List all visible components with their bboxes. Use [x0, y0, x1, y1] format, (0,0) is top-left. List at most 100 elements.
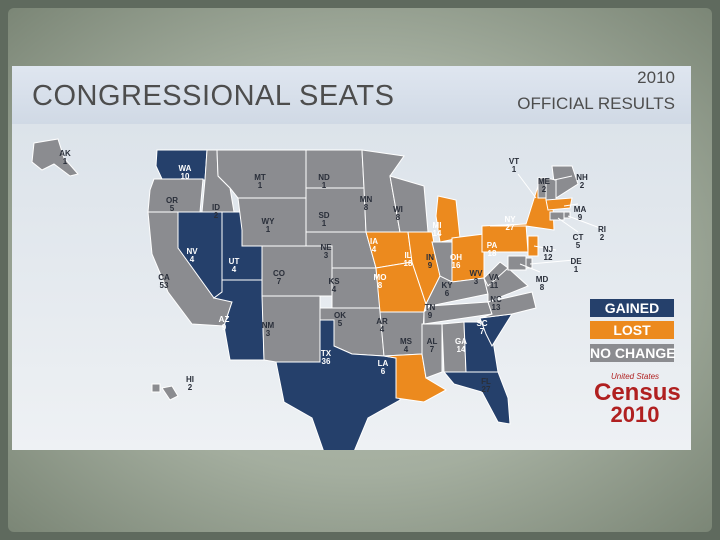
page-title: CONGRESSIONAL SEATS	[32, 80, 395, 112]
state-seat-count: 53	[159, 281, 169, 290]
state-abbr: SD	[318, 211, 330, 220]
state-seat-count: 6	[444, 289, 450, 298]
leader-line	[563, 203, 579, 207]
state-label-nj: NJ 12	[543, 246, 553, 262]
state-abbr: AL	[426, 337, 438, 346]
state-abbr: FL	[481, 377, 491, 386]
year-label: 2010	[637, 68, 675, 87]
state-abbr: NC	[490, 295, 502, 304]
state-abbr: GA	[455, 337, 467, 346]
state-seat-count: 1	[573, 265, 579, 274]
state-seat-count: 12	[543, 253, 553, 262]
state-seat-count: 2	[541, 185, 547, 194]
state-seat-count: 4	[371, 245, 377, 254]
state-abbr: IN	[426, 253, 434, 262]
state-abbr: MI	[432, 221, 442, 230]
state-label-il: IL 18	[404, 252, 413, 268]
state-nc	[479, 291, 537, 319]
state-label-wv: WV 3	[470, 270, 483, 286]
state-label-ak: AK 1	[59, 150, 71, 166]
state-label-ar: AR 4	[376, 318, 388, 334]
state-abbr: VT	[508, 157, 520, 166]
state-seat-count: 16	[451, 261, 461, 270]
state-abbr: OK	[334, 311, 346, 320]
state-label-ma: MA 9	[574, 206, 586, 222]
state-abbr: MD	[535, 275, 549, 284]
state-seat-count: 2	[213, 211, 219, 220]
state-seat-count: 7	[276, 277, 282, 286]
state-seat-count: 11	[489, 281, 499, 290]
state-label-mo: MO 8	[374, 274, 387, 290]
state-seat-count: 7	[479, 327, 485, 336]
state-label-ia: IA 4	[370, 238, 378, 254]
state-label-ne: NE 3	[320, 244, 331, 260]
state-label-al: AL 7	[427, 338, 438, 354]
state-hi	[151, 383, 179, 401]
state-seat-count: 9	[577, 213, 583, 222]
state-label-ms: MS 4	[400, 338, 412, 354]
state-abbr: NE	[320, 243, 332, 252]
state-abbr: VA	[488, 273, 500, 282]
state-seat-count: 9	[427, 261, 433, 270]
state-abbr: SC	[476, 319, 488, 328]
state-abbr: DE	[570, 257, 582, 266]
state-abbr: WY	[261, 217, 275, 226]
state-abbr: CO	[273, 269, 285, 278]
census-logo-line3: 2010	[610, 402, 660, 427]
state-label-co: CO 7	[273, 270, 285, 286]
state-seat-count: 9	[427, 311, 433, 320]
state-abbr: NY	[504, 215, 516, 224]
state-seat-count: 4	[403, 345, 409, 354]
state-abbr: MS	[400, 337, 412, 346]
state-seat-count: 5	[337, 319, 343, 328]
state-abbr: WV	[469, 269, 483, 278]
state-ct	[549, 211, 565, 221]
state-label-nd: ND 1	[318, 174, 330, 190]
leader-line	[553, 175, 573, 181]
state-seat-count: 1	[321, 219, 327, 228]
state-seat-count: 1	[511, 165, 517, 174]
state-seat-count: 27	[481, 385, 491, 394]
state-ak	[31, 138, 79, 177]
state-abbr: WI	[393, 205, 403, 214]
state-seat-count: 7	[429, 345, 435, 354]
legend-no-change: NO CHANGE	[590, 344, 676, 362]
state-nd	[305, 149, 365, 189]
us-map	[31, 138, 601, 450]
state-abbr: AR	[376, 317, 388, 326]
state-seat-count: 1	[321, 181, 327, 190]
leader-line	[519, 263, 541, 273]
state-label-ok: OK 5	[334, 312, 346, 328]
state-abbr: LA	[377, 359, 389, 368]
leader-line	[533, 245, 557, 251]
state-seat-count: 10	[180, 172, 190, 181]
state-seat-count: 18	[403, 259, 413, 268]
state-label-ca: CA 53	[158, 274, 170, 290]
state-abbr: CT	[572, 233, 584, 242]
state-seat-count: 36	[321, 357, 331, 366]
state-abbr: AK	[59, 149, 71, 158]
state-ri	[563, 211, 571, 219]
state-label-nh: NH 2	[576, 174, 588, 190]
state-seat-count: 18	[487, 249, 497, 258]
state-seat-count: 27	[505, 223, 515, 232]
state-label-hi: HI 2	[186, 376, 194, 392]
state-sd	[305, 187, 367, 233]
state-label-mi: MI 14	[433, 222, 442, 238]
state-seat-count: 4	[231, 265, 237, 274]
legend-gained: GAINED	[590, 299, 674, 317]
state-abbr: CA	[158, 273, 170, 282]
header-bar: CONGRESSIONAL SEATS 2010 OFFICIAL RESULT…	[12, 66, 691, 124]
state-abbr: OH	[450, 253, 462, 262]
state-md	[507, 255, 527, 271]
state-seat-count: 4	[189, 255, 195, 264]
state-seat-count: 4	[331, 285, 337, 294]
state-abbr: AZ	[218, 315, 230, 324]
state-label-de: DE 1	[570, 258, 581, 274]
state-label-fl: FL 27	[481, 378, 491, 394]
state-seat-count: 8	[539, 283, 545, 292]
state-seat-count: 9	[221, 323, 227, 332]
state-abbr: ME	[538, 177, 550, 186]
state-label-nm: NM 3	[262, 322, 274, 338]
state-label-mn: MN 8	[360, 196, 372, 212]
